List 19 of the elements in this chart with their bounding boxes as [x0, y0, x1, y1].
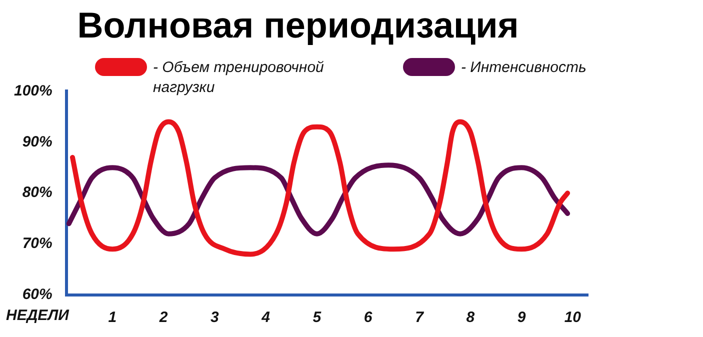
y-tick-label: 80%	[22, 184, 52, 202]
x-tick-label: 7	[415, 309, 424, 326]
x-tick-label: 6	[364, 309, 373, 326]
y-tick-label: 70%	[22, 235, 52, 252]
y-tick-label: 60%	[22, 286, 52, 304]
x-tick-label: 4	[260, 309, 271, 326]
x-tick-label: 5	[312, 309, 322, 326]
x-tick-label: 1	[108, 309, 117, 326]
x-tick-label: 3	[210, 309, 220, 326]
x-tick-label: 10	[564, 309, 582, 326]
x-tick-label: 2	[158, 309, 168, 326]
x-tick-label: 9	[517, 309, 526, 326]
x-tick-label: 8	[466, 309, 476, 326]
chart-title: Волновая периодизация	[77, 4, 519, 46]
x-axis-title: НЕДЕЛИ	[6, 307, 70, 324]
legend-label: - Интенсивность	[461, 58, 586, 78]
y-tick-label: 100%	[14, 82, 52, 100]
legend-label: - Объем тренировочной нагрузки	[153, 58, 325, 98]
y-tick-label: 90%	[22, 133, 52, 150]
